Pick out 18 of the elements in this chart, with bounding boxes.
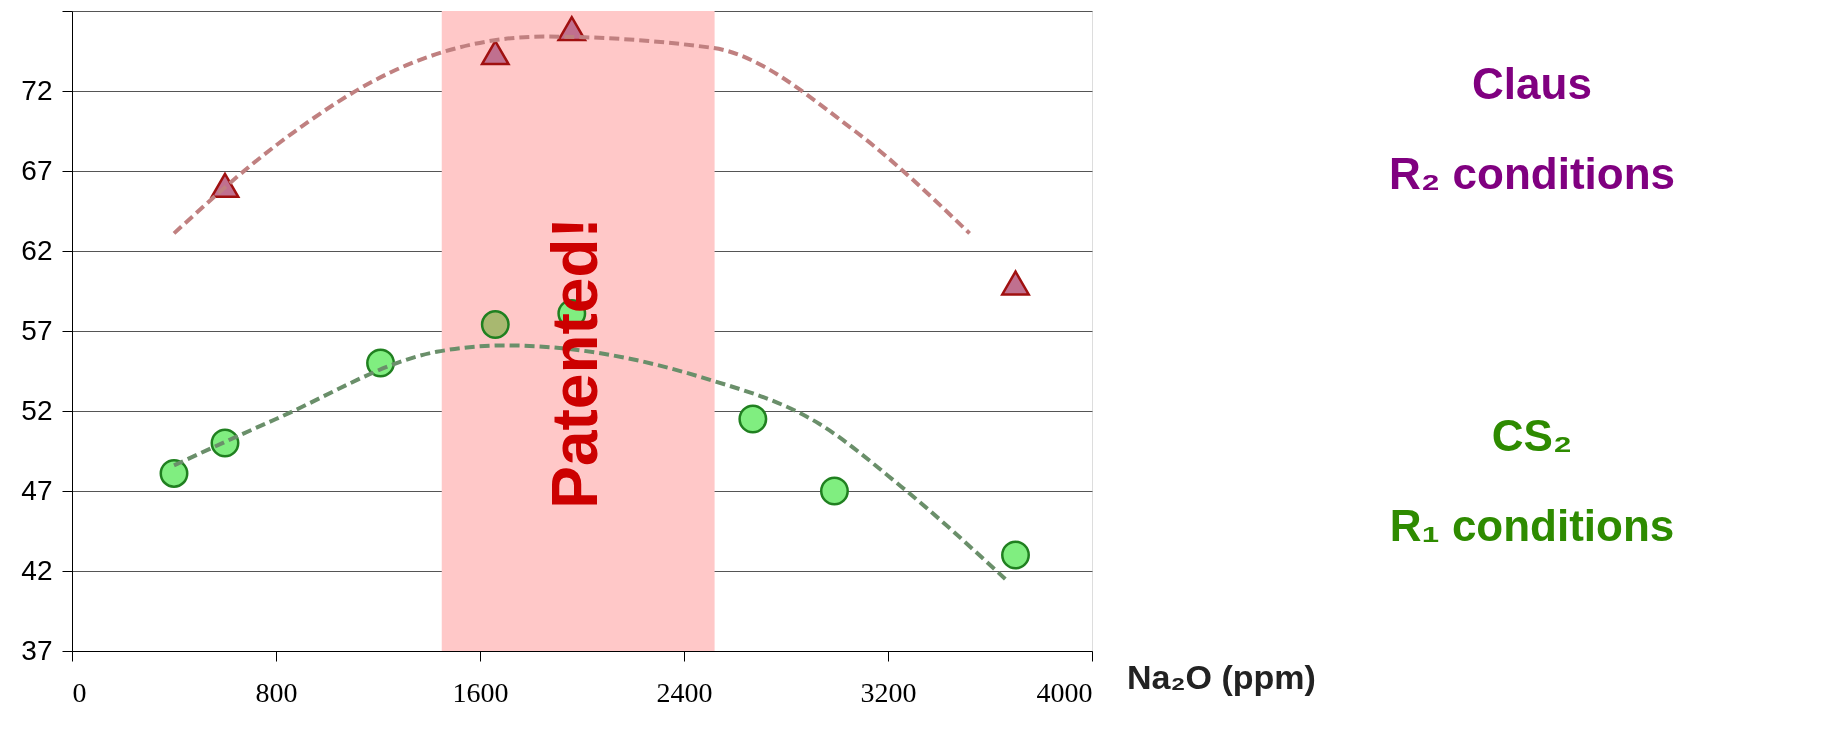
x-tick-label: 3200 [860, 676, 917, 708]
y-tick-label: 67 [21, 154, 53, 186]
x-tick-label: 1600 [452, 676, 509, 708]
y-tick-label: 52 [21, 394, 53, 426]
x-axis-title: Na₂O (ppm) [1127, 658, 1316, 696]
text: Claus R₂ conditions [1389, 59, 1675, 198]
y-tick-label: 37 [21, 634, 53, 666]
x-tick-label: 800 [255, 676, 298, 708]
y-tick-label: 42 [21, 554, 53, 586]
x-tick-label: 4000 [1036, 676, 1093, 708]
y-tick-label: 57 [21, 314, 53, 346]
band-label: Patented! [539, 217, 612, 509]
x-tick-label: 2400 [656, 676, 713, 708]
x-tick-label: 0 [72, 676, 87, 708]
text: CS₂ R₁ conditions [1389, 411, 1675, 550]
y-tick-label: 47 [21, 474, 53, 506]
y-tick-label: 72 [21, 74, 53, 106]
y-tick-label: 62 [21, 234, 53, 266]
